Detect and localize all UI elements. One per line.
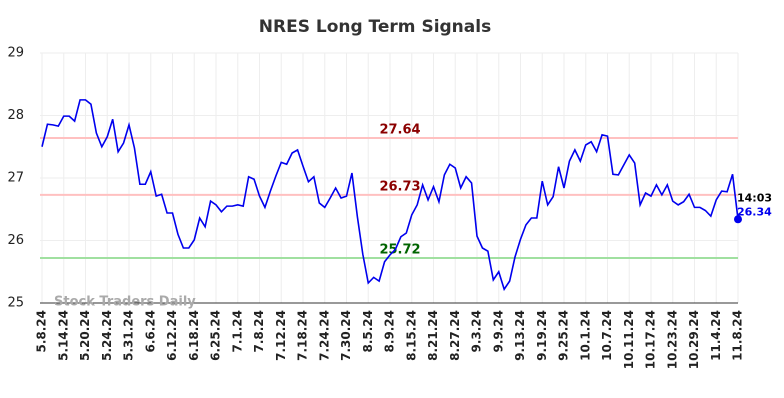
watermark: Stock Traders Daily — [54, 295, 196, 310]
y-tick-label: 27 — [7, 171, 24, 186]
x-tick-label: 6.25.24 — [209, 310, 223, 361]
x-tick-label: 10.11.24 — [622, 310, 636, 369]
x-tick-label: 5.24.24 — [100, 310, 114, 361]
chart-title: NRES Long Term Signals — [259, 17, 491, 37]
x-tick-label: 9.3.24 — [470, 310, 484, 353]
y-tick-label: 26 — [7, 233, 24, 248]
x-tick-label: 10.7.24 — [600, 310, 614, 361]
y-tick-label: 28 — [7, 108, 24, 123]
x-tick-label: 7.24.24 — [317, 310, 331, 361]
x-tick-label: 9.13.24 — [513, 310, 527, 361]
x-tick-label: 7.8.24 — [252, 310, 266, 353]
x-tick-label: 10.23.24 — [665, 310, 679, 369]
last-time: 14:03 — [737, 191, 772, 204]
x-tick-label: 7.1.24 — [230, 310, 244, 353]
x-tick-label: 5.8.24 — [35, 310, 49, 353]
x-tick-label: 6.18.24 — [187, 310, 201, 361]
x-tick-label: 9.9.24 — [491, 310, 505, 353]
x-tick-label: 10.29.24 — [687, 310, 701, 369]
x-tick-label: 5.31.24 — [122, 310, 136, 361]
reference-label: 27.64 — [379, 123, 420, 138]
x-tick-label: 7.18.24 — [296, 310, 310, 361]
x-tick-label: 8.27.24 — [448, 310, 462, 361]
x-tick-label: 5.14.24 — [56, 310, 70, 361]
x-tick-label: 6.12.24 — [165, 310, 179, 361]
x-tick-label: 6.6.24 — [143, 310, 157, 353]
x-tick-label: 11.4.24 — [709, 310, 723, 361]
y-tick-label: 25 — [7, 296, 24, 311]
y-tick-label: 29 — [7, 46, 24, 61]
x-tick-label: 8.9.24 — [383, 310, 397, 353]
x-tick-label: 9.19.24 — [535, 310, 549, 361]
last-value: 26.34 — [737, 205, 772, 218]
x-tick-label: 7.12.24 — [274, 310, 288, 361]
x-tick-label: 8.21.24 — [426, 310, 440, 361]
x-tick-label: 10.1.24 — [578, 310, 592, 361]
x-tick-label: 5.20.24 — [78, 310, 92, 361]
reference-label: 26.73 — [379, 179, 420, 194]
x-tick-label: 8.15.24 — [404, 310, 418, 361]
price-line — [41, 99, 739, 292]
x-tick-label: 11.8.24 — [731, 310, 745, 361]
x-tick-label: 8.5.24 — [361, 310, 375, 353]
x-tick-label: 10.17.24 — [644, 310, 658, 369]
last-point — [734, 215, 742, 224]
x-tick-label: 7.30.24 — [339, 310, 353, 361]
x-tick-label: 9.25.24 — [557, 310, 571, 361]
reference-label: 25.72 — [379, 243, 420, 258]
